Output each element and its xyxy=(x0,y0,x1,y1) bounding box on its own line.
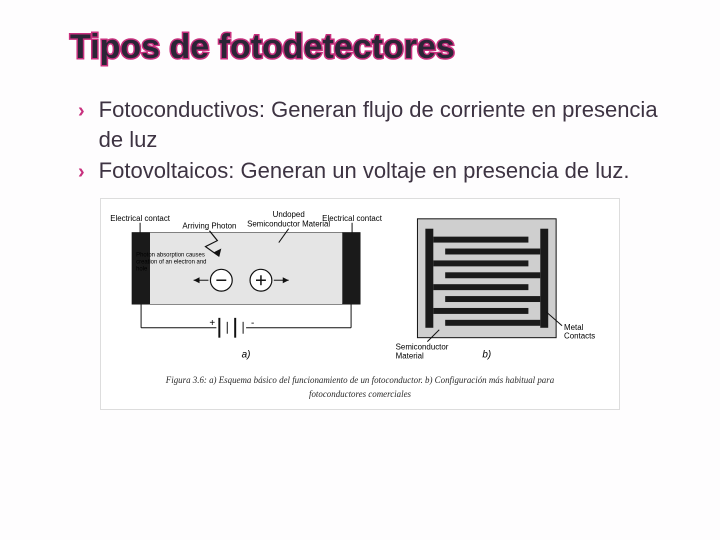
list-item: › Fotoconductivos: Generan flujo de corr… xyxy=(78,95,660,154)
figure-container: Electrical contact Electrical contact Ar… xyxy=(100,198,620,410)
figure-caption-line1: Figura 3.6: a) Esquema básico del funcio… xyxy=(165,376,555,386)
label-elec-contact-left: Electrical contact xyxy=(110,214,171,223)
slide-title: Tipos de fotodetectores Tipos de fotodet… xyxy=(70,28,680,67)
label-semimat: Semiconductor Material xyxy=(247,220,330,229)
label-right-metal: Metal Contacts xyxy=(564,323,595,341)
label-right-semimat: Semiconductor Material xyxy=(396,343,451,361)
bullet-text: Fotovoltaicos: Generan un voltaje en pre… xyxy=(99,156,630,186)
svg-text:+: + xyxy=(209,318,215,329)
label-elec-contact-right: Electrical contact xyxy=(322,214,383,223)
sublabel-b: b) xyxy=(482,350,491,361)
bullet-list: › Fotoconductivos: Generan flujo de corr… xyxy=(78,95,660,186)
diagram-right: Semiconductor Material Metal Contacts b) xyxy=(396,219,596,361)
list-item: › Fotovoltaicos: Generan un voltaje en p… xyxy=(78,156,660,186)
sublabel-a: a) xyxy=(242,350,251,361)
chevron-icon: › xyxy=(78,159,85,186)
title-fill-layer: Tipos de fotodetectores xyxy=(70,28,455,66)
label-arriving-photon: Arriving Photon xyxy=(182,222,236,231)
svg-text:-: - xyxy=(251,318,254,329)
diagram-left: Electrical contact Electrical contact Ar… xyxy=(110,210,383,361)
bullet-text: Fotoconductivos: Generan flujo de corrie… xyxy=(99,95,660,154)
figure-caption-line2: fotoconductores comerciales xyxy=(309,389,412,399)
label-undoped: Undoped xyxy=(273,210,305,219)
slide-root: Tipos de fotodetectores Tipos de fotodet… xyxy=(0,0,720,540)
chevron-icon: › xyxy=(78,98,85,125)
diagram-svg: Electrical contact Electrical contact Ar… xyxy=(101,199,619,409)
